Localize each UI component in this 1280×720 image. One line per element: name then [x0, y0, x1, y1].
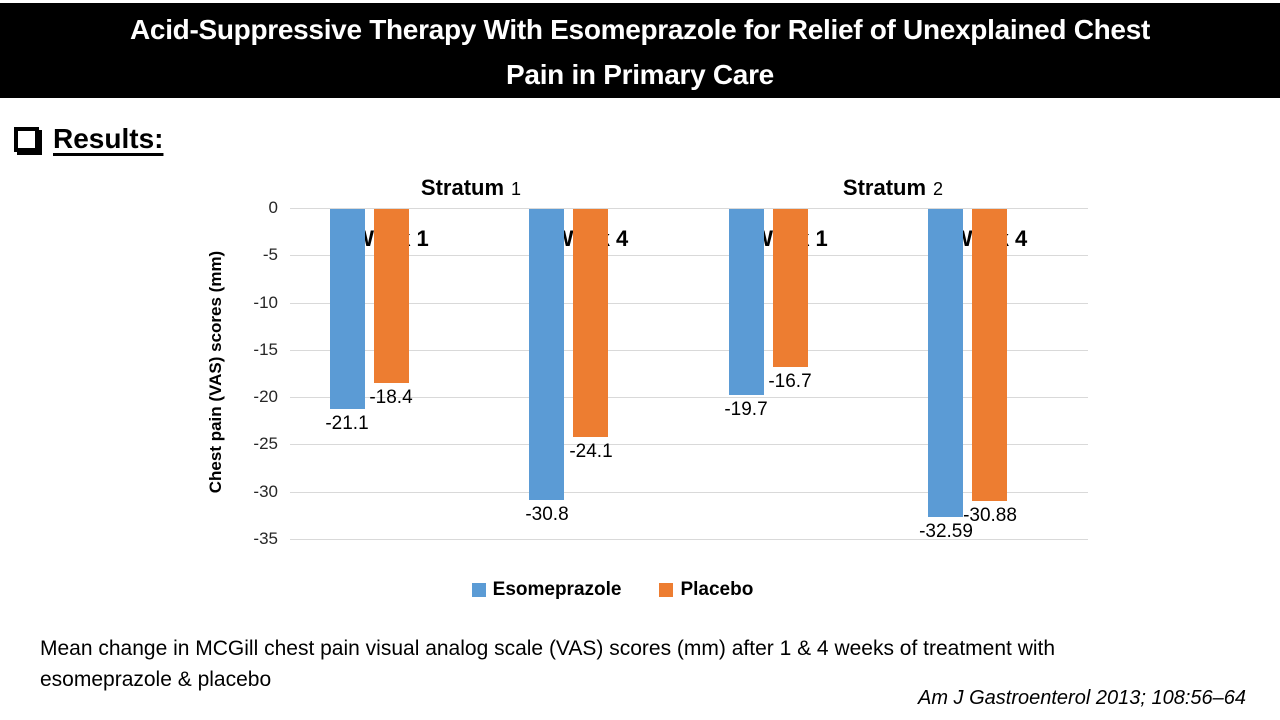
legend-item-placebo: Placebo: [659, 579, 753, 601]
bar-esomeprazole-s2-week1: [729, 209, 764, 395]
legend-item-esomeprazole: Esomeprazole: [471, 579, 622, 601]
citation: Am J Gastroenterol 2013; 108:56–64: [918, 687, 1246, 709]
caption-line-2: esomeprazole & placebo: [40, 668, 272, 691]
gridline: [290, 539, 1088, 540]
y-tick-label: -15: [253, 340, 278, 359]
slide-title-line-2: Pain in Primary Care: [506, 59, 774, 90]
gridline: [290, 492, 1088, 493]
stratum-number: 2: [933, 179, 944, 199]
stratum-label: Stratum 2: [783, 175, 1003, 201]
y-tick-label: -25: [253, 434, 278, 453]
results-label: Results:: [53, 123, 164, 154]
caption-line-1: Mean change in MCGill chest pain visual …: [40, 637, 1056, 660]
bar-value-placebo-s2-week1: -16.7: [768, 371, 812, 392]
chart-legend: Esomeprazole Placebo: [0, 579, 1225, 601]
legend-label-esomeprazole: Esomeprazole: [492, 579, 622, 600]
bar-esomeprazole-s1-week4: [529, 209, 564, 500]
y-tick-label: -5: [262, 245, 278, 264]
gridline: [290, 397, 1088, 398]
bar-placebo-s1-week4: [573, 209, 608, 437]
stratum-label: Stratum 1: [361, 175, 581, 201]
gridline: [290, 208, 1088, 209]
bar-value-placebo-s1-week1: -18.4: [369, 387, 413, 408]
gridline: [290, 303, 1088, 304]
bar-value-placebo-s2-week4: -30.88: [963, 505, 1017, 526]
bar-chart: 0 -5 -10 -15 -20 -25 -30 -35 Chest pain (VAS) sc…: [0, 165, 1280, 612]
y-tick-label: 0: [268, 198, 278, 217]
square-bullet-icon: [14, 126, 39, 152]
gridline: [290, 255, 1088, 256]
bar-placebo-s1-week1: [374, 209, 409, 383]
chart-caption: Mean change in MCGill chest pain visual …: [40, 633, 1055, 695]
bar-value-placebo-s1-week4: -24.1: [569, 441, 613, 462]
y-tick-label: -10: [253, 293, 278, 312]
y-tick-label: -30: [253, 482, 278, 501]
bar-value-esomeprazole-s2-week4: -32.59: [919, 521, 973, 542]
legend-swatch-esomeprazole: [471, 583, 486, 597]
y-tick-label: -20: [253, 387, 278, 406]
legend-label-placebo: Placebo: [680, 579, 754, 600]
y-axis-title: Chest pain (VAS) scores (mm): [206, 250, 225, 494]
title-bar: Acid-Suppressive Therapy With Esomeprazo…: [0, 3, 1280, 98]
stratum-number: 1: [511, 179, 522, 199]
bar-value-esomeprazole-s1-week1: -21.1: [325, 413, 369, 434]
bar-value-esomeprazole-s2-week1: -19.7: [724, 399, 768, 420]
gridline: [290, 350, 1088, 351]
bar-value-esomeprazole-s1-week4: -30.8: [525, 504, 569, 525]
bar-placebo-s2-week4: [972, 209, 1007, 501]
bar-placebo-s2-week1: [773, 209, 808, 367]
results-heading: Results:: [14, 123, 163, 155]
legend-swatch-placebo: [659, 583, 674, 597]
bar-esomeprazole-s1-week1: [330, 209, 365, 409]
slide-title-line-1: Acid-Suppressive Therapy With Esomeprazo…: [130, 14, 1150, 45]
bar-esomeprazole-s2-week4: [928, 209, 963, 517]
y-tick-label: -35: [253, 529, 278, 548]
stratum-word: Stratum: [420, 175, 505, 200]
gridline: [290, 444, 1088, 445]
stratum-word: Stratum: [842, 175, 927, 200]
